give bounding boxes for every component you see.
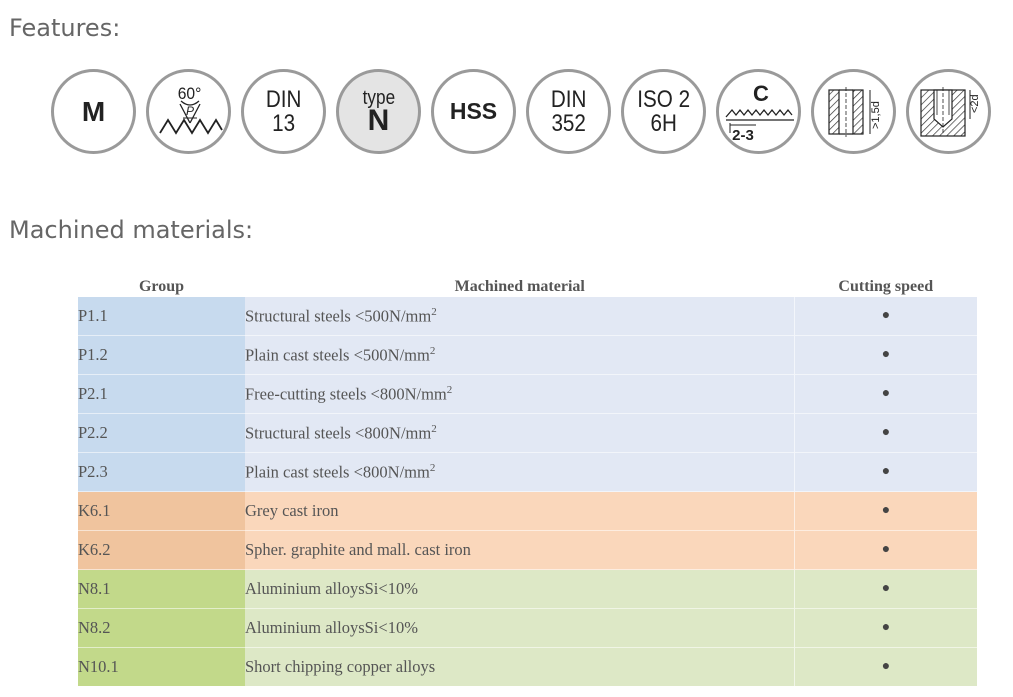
material-superscript: 2	[431, 305, 437, 318]
material-cell: Structural steels <500N/mm2	[245, 296, 795, 336]
chamfer-c-icon: C 2-3	[716, 69, 801, 154]
material-superscript: 2	[429, 461, 436, 474]
table-row: P1.1 Structural steels <500N/mm2 ●	[78, 296, 977, 336]
group-cell: P2.1	[78, 374, 245, 414]
material-text: Aluminium alloysSi<10%	[245, 579, 418, 598]
materials-title: Machined materials:	[9, 216, 254, 244]
din352-icon: DIN 352	[526, 69, 611, 154]
metric-thread-icon: M	[51, 69, 136, 154]
svg-text:2-3: 2-3	[732, 127, 754, 144]
group-cell: N10.1	[78, 647, 245, 686]
type-value: N	[367, 103, 390, 137]
material-text: Plain cast steels <500N/mm	[245, 345, 430, 365]
iso-line2: 6H	[650, 109, 677, 137]
material-cell: Plain cast steels <800N/mm2	[245, 452, 795, 492]
din352-line2: 352	[551, 109, 586, 137]
table-row: K6.1 Grey cast iron ●	[78, 491, 977, 531]
material-cell: Aluminium alloysSi<10%	[245, 608, 795, 648]
din13-icon: DIN 13	[241, 69, 326, 154]
svg-text:<2d: <2d	[969, 94, 981, 113]
group-cell: P2.3	[78, 452, 245, 492]
svg-text:P: P	[185, 104, 193, 118]
material-cell: Spher. graphite and mall. cast iron	[245, 530, 795, 570]
table-row: K6.2 Spher. graphite and mall. cast iron ●	[78, 530, 977, 570]
group-cell: P1.1	[78, 296, 245, 336]
blind-hole-icon: <2d	[906, 69, 991, 154]
table-row: P1.2 Plain cast steels <500N/mm2 ●	[78, 335, 977, 375]
group-cell: P1.2	[78, 335, 245, 375]
speed-dot: ●	[794, 452, 977, 492]
group-cell: N8.1	[78, 569, 245, 609]
svg-text:C: C	[753, 81, 769, 106]
group-cell: K6.2	[78, 530, 245, 570]
through-hole-icon: >1,5d	[811, 69, 896, 154]
material-cell: Plain cast steels <500N/mm2	[245, 335, 795, 375]
material-text: Grey cast iron	[245, 501, 339, 520]
svg-text:60°: 60°	[177, 84, 201, 103]
table-header-row: Group Machined material Cutting speed	[78, 274, 977, 297]
speed-dot: ●	[794, 335, 977, 375]
material-superscript: 2	[431, 422, 437, 435]
din13-line1: DIN	[265, 85, 302, 113]
speed-dot: ●	[794, 413, 977, 453]
speed-dot: ●	[794, 647, 977, 686]
table-row: P2.2 Structural steels <800N/mm2 ●	[78, 413, 977, 453]
table-row: N10.1 Short chipping copper alloys ●	[78, 647, 977, 686]
group-cell: P2.2	[78, 413, 245, 453]
header-speed: Cutting speed	[794, 274, 977, 297]
table-row: N8.1 Aluminium alloysSi<10% ●	[78, 569, 977, 609]
header-group: Group	[78, 274, 245, 297]
material-text: Spher. graphite and mall. cast iron	[245, 540, 471, 559]
material-cell: Free-cutting steels <800N/mm2	[245, 374, 795, 414]
svg-text:>1,5d: >1,5d	[870, 101, 882, 129]
hss-icon: HSS	[431, 69, 516, 154]
speed-dot: ●	[794, 569, 977, 609]
iso-line1: ISO 2	[637, 85, 690, 113]
thread-angle-icon: 60° P	[146, 69, 231, 154]
speed-dot: ●	[794, 491, 977, 531]
material-text: Plain cast steels <800N/mm	[245, 462, 430, 482]
material-cell: Short chipping copper alloys	[245, 647, 795, 686]
table-row: P2.1 Free-cutting steels <800N/mm2 ●	[78, 374, 977, 414]
material-text: Structural steels <500N/mm	[245, 306, 432, 326]
header-material: Machined material	[245, 274, 795, 297]
din352-line1: DIN	[550, 85, 587, 113]
type-n-icon: type N	[336, 69, 421, 154]
material-superscript: 2	[446, 383, 453, 396]
group-cell: N8.2	[78, 608, 245, 648]
type-label: type	[362, 86, 395, 109]
din13-line2: 13	[272, 109, 295, 137]
speed-dot: ●	[794, 530, 977, 570]
iso2-6h-icon: ISO 2 6H	[621, 69, 706, 154]
material-cell: Grey cast iron	[245, 491, 795, 531]
table-row: N8.2 Aluminium alloysSi<10% ●	[78, 608, 977, 648]
hss-label: HSS	[449, 98, 498, 124]
material-cell: Structural steels <800N/mm2	[245, 413, 795, 453]
material-text: Structural steels <800N/mm	[245, 423, 432, 443]
material-text: Aluminium alloysSi<10%	[245, 618, 418, 637]
table-row: P2.3 Plain cast steels <800N/mm2 ●	[78, 452, 977, 492]
speed-dot: ●	[794, 608, 977, 648]
features-title: Features:	[9, 14, 121, 42]
metric-label: M	[81, 95, 106, 127]
group-cell: K6.1	[78, 491, 245, 531]
material-superscript: 2	[429, 344, 436, 357]
materials-table: Group Machined material Cutting speed P1…	[78, 274, 977, 686]
material-cell: Aluminium alloysSi<10%	[245, 569, 795, 609]
speed-dot: ●	[794, 374, 977, 414]
material-text: Free-cutting steels <800N/mm	[245, 384, 447, 404]
material-text: Short chipping copper alloys	[245, 657, 436, 676]
speed-dot: ●	[794, 296, 977, 336]
